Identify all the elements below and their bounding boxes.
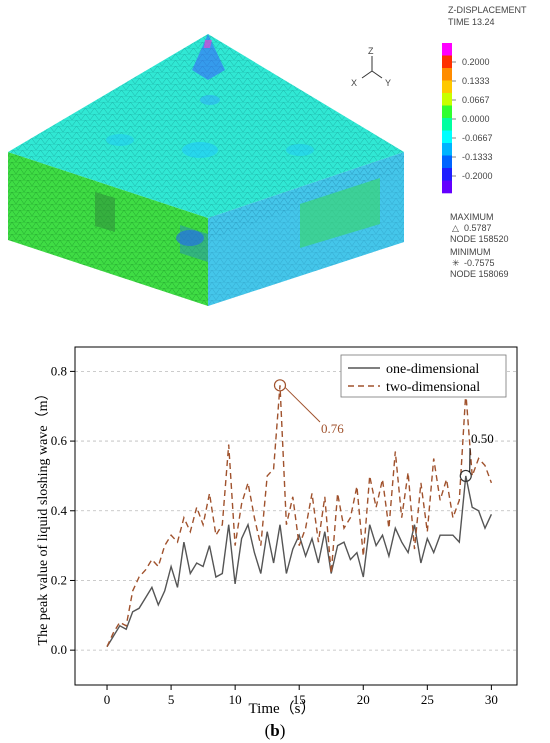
axis-triad: Z X Y bbox=[351, 46, 391, 88]
peak-annotations: 0.76 0.50 bbox=[273, 379, 494, 483]
color-scale-segment bbox=[442, 105, 452, 119]
panel-b-chart: 0 5 10 15 20 25 30 0.0 0.2 0.4 0.6 0.8 0.76 0.50 o… bbox=[35, 346, 518, 740]
peak-1d-marker bbox=[459, 469, 472, 483]
x-tick-label: 0 bbox=[104, 692, 111, 707]
color-scale-segment bbox=[442, 130, 452, 144]
legend-label-2d: two-dimensional bbox=[386, 380, 480, 395]
x-tick-label: 20 bbox=[357, 692, 370, 707]
caption-a: (a) bbox=[265, 315, 285, 318]
peak-1d-label: 0.50 bbox=[471, 431, 494, 446]
legend: one-dimensional two-dimensional bbox=[340, 354, 507, 398]
caption-b: (b) bbox=[265, 721, 286, 740]
axis-y-label: Y bbox=[385, 78, 391, 88]
legend-box bbox=[340, 354, 507, 398]
slab-top-face bbox=[8, 34, 404, 218]
color-scale-segment bbox=[442, 143, 452, 156]
color-scale-label: 0.1333 bbox=[462, 76, 490, 86]
x-tick-label: 10 bbox=[229, 692, 242, 707]
color-scale-segment bbox=[442, 168, 452, 181]
y-tick-label: 0.2 bbox=[51, 572, 67, 587]
minimum-label: MINIMUM bbox=[450, 247, 491, 257]
grid-lines bbox=[75, 370, 517, 651]
maximum-value: 0.5787 bbox=[464, 223, 492, 233]
minimum-symbol: ✳ bbox=[452, 258, 460, 268]
axis-x-label: X bbox=[351, 78, 357, 88]
peak-2d-label: 0.76 bbox=[321, 421, 344, 436]
y-tick-label: 0.6 bbox=[51, 433, 68, 448]
y-axis-ticks: 0.0 0.2 0.4 0.6 0.8 bbox=[51, 363, 75, 657]
y-tick-label: 0.4 bbox=[51, 503, 68, 518]
mesh-slab bbox=[8, 34, 404, 306]
x-tick-label: 5 bbox=[168, 692, 175, 707]
contour-title: Z-DISPLACEMENT bbox=[448, 5, 527, 15]
color-scale-segment bbox=[442, 55, 452, 69]
maximum-node: NODE 158520 bbox=[450, 234, 509, 244]
series-layer bbox=[106, 385, 493, 648]
x-tick-label: 30 bbox=[485, 692, 498, 707]
color-scale-label: -0.2000 bbox=[462, 171, 493, 181]
color-scale-segment bbox=[442, 118, 452, 131]
color-scale-label: -0.0667 bbox=[462, 133, 493, 143]
color-scale-segment bbox=[442, 155, 452, 169]
x-axis-label: Time（s） bbox=[249, 700, 316, 717]
peak-2d-marker bbox=[273, 379, 287, 392]
x-tick-label: 15 bbox=[293, 692, 306, 707]
minimum-value: -0.7575 bbox=[464, 258, 495, 268]
y-tick-label: 0.0 bbox=[51, 642, 67, 657]
y-axis-label: The peak value of liquid sloshing wave（m… bbox=[35, 387, 51, 646]
panel-a-figure: Z X Y Z-DISPLACEMENT TIME 13.24 0.20000.… bbox=[8, 5, 527, 318]
minimum-node: NODE 158069 bbox=[450, 269, 509, 279]
y-tick-label: 0.8 bbox=[51, 363, 67, 378]
color-scale-segment bbox=[442, 80, 452, 94]
color-scale-segment bbox=[442, 43, 452, 56]
series-line-one-dimensional bbox=[106, 475, 493, 648]
extrema-info: MAXIMUM △ 0.5787 NODE 158520 MINIMUM ✳ -… bbox=[450, 212, 509, 279]
x-axis-ticks: 0 5 10 15 20 25 30 bbox=[104, 685, 498, 707]
color-scale-segment bbox=[442, 93, 452, 106]
color-scale-bar bbox=[442, 43, 452, 194]
plot-frame bbox=[74, 346, 518, 686]
contour-time: TIME 13.24 bbox=[448, 17, 495, 27]
color-scale-segment bbox=[442, 68, 452, 81]
x-tick-label: 25 bbox=[421, 692, 434, 707]
peak-2d-leader bbox=[284, 386, 321, 423]
color-scale-labels: 0.2000 0.1333 0.0667 0.0000 -0.0667 -0.1333 -0… bbox=[452, 57, 493, 181]
color-scale-label: 0.0667 bbox=[462, 95, 490, 105]
maximum-label: MAXIMUM bbox=[450, 212, 494, 222]
maximum-symbol: △ bbox=[452, 223, 459, 233]
color-scale-label: 0.2000 bbox=[462, 57, 490, 67]
legend-label-1d: one-dimensional bbox=[386, 362, 479, 377]
color-scale-segment bbox=[442, 180, 452, 194]
color-scale-label: -0.1333 bbox=[462, 152, 493, 162]
color-scale-label: 0.0000 bbox=[462, 114, 490, 124]
axis-z-label: Z bbox=[368, 46, 374, 56]
series-line-two-dimensional bbox=[106, 385, 493, 647]
